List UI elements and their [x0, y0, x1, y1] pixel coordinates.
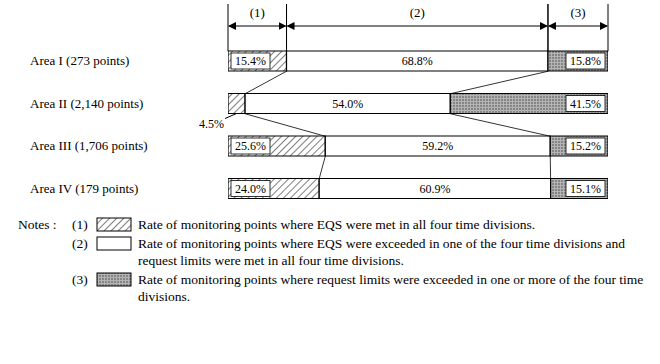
- svg-text:Area IV (179 points): Area IV (179 points): [30, 181, 138, 196]
- svg-text:(1): (1): [250, 5, 265, 20]
- html-text:(3): (3): [72, 272, 88, 287]
- html-text:(2): (2): [72, 236, 88, 251]
- svg-text:15.1%: 15.1%: [570, 182, 601, 196]
- svg-text:24.0%: 24.0%: [235, 182, 266, 196]
- svg-text:41.5%: 41.5%: [570, 97, 601, 111]
- html-text:Rate of monitoring points wher: Rate of monitoring points where request …: [138, 272, 644, 304]
- svg-text:(3): (3): [570, 5, 585, 20]
- svg-text:54.0%: 54.0%: [332, 97, 363, 111]
- svg-text:15.8%: 15.8%: [570, 54, 601, 68]
- svg-text:68.8%: 68.8%: [402, 54, 433, 68]
- html-text:(1): (1): [72, 217, 88, 232]
- svg-text:25.6%: 25.6%: [235, 139, 266, 153]
- svg-text:15.2%: 15.2%: [570, 139, 601, 153]
- html-text:Notes :: Notes :: [18, 217, 57, 232]
- svg-text:15.4%: 15.4%: [235, 54, 266, 68]
- svg-text:Area I (273 points): Area I (273 points): [30, 53, 129, 68]
- svg-text:4.5%: 4.5%: [199, 117, 224, 131]
- html-text:Rate of monitoring points wher: Rate of monitoring points where EQS were…: [138, 217, 536, 232]
- svg-text:(2): (2): [410, 5, 425, 20]
- html-text:Rate of monitoring points wher: Rate of monitoring points where EQS were…: [138, 236, 625, 268]
- svg-text:59.2%: 59.2%: [422, 139, 453, 153]
- svg-text:60.9%: 60.9%: [419, 182, 450, 196]
- svg-text:Area III (1,706 points): Area III (1,706 points): [30, 138, 148, 153]
- svg-text:Area II (2,140 points): Area II (2,140 points): [30, 96, 143, 111]
